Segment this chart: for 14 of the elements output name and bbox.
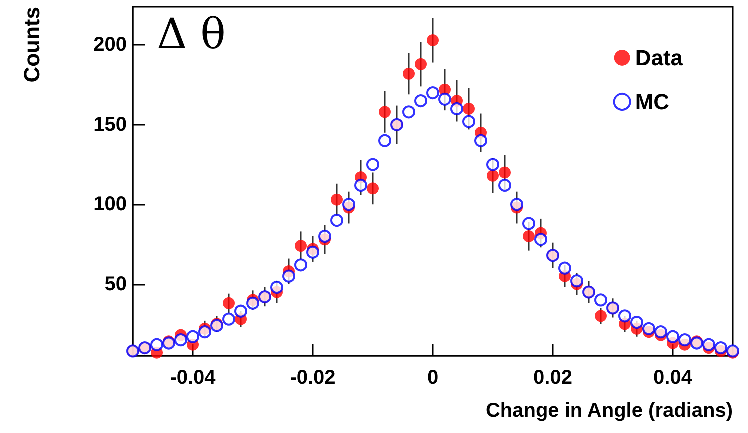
x-tick-label: 0.04 — [654, 367, 694, 389]
y-tick-label: 50 — [104, 273, 127, 296]
x-tick-label: 0 — [427, 367, 439, 389]
y-tick-label: 150 — [94, 114, 127, 136]
y-tick-label: 100 — [94, 194, 127, 216]
legend-label: MC — [635, 90, 670, 114]
x-tick-label: -0.04 — [170, 367, 217, 389]
chart-title: Δ θ — [157, 10, 226, 58]
y-tick-label: 200 — [94, 34, 127, 56]
x-tick-label: -0.02 — [290, 367, 336, 389]
x-axis-title: Change in Angle (radians) — [486, 400, 733, 422]
y-axis-title: Counts — [20, 7, 44, 83]
x-tick-label: 0.02 — [534, 367, 572, 389]
legend-label: Data — [635, 46, 684, 70]
